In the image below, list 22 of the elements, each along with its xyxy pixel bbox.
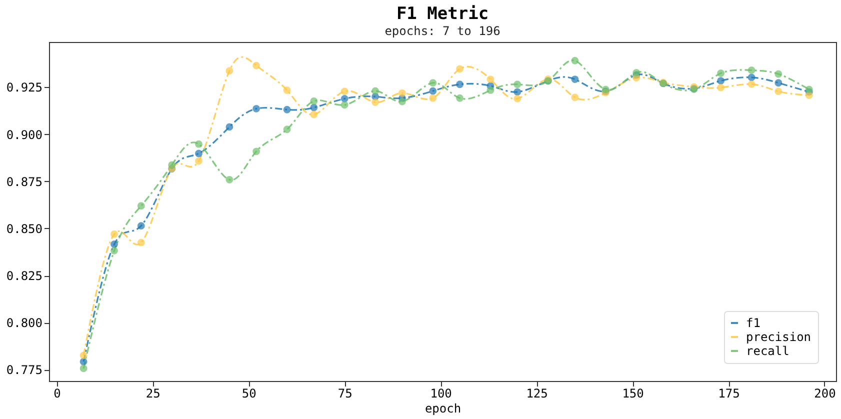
x-tick-label: 175	[718, 386, 740, 400]
y-tick-label: 0.875	[6, 174, 42, 189]
x-tick-label: 50	[242, 386, 256, 400]
legend-label: f1	[746, 316, 760, 330]
chart-subtitle: epochs: 7 to 196	[384, 24, 500, 38]
chart-title: F1 Metric	[396, 4, 489, 24]
y-tick-label: 0.850	[6, 222, 42, 236]
x-tick-label: 200	[814, 386, 836, 400]
legend-label: recall	[746, 344, 790, 358]
x-axis-title: epoch	[424, 402, 462, 416]
legend-label: precision	[746, 330, 812, 344]
x-tick-label: 150	[622, 386, 644, 400]
y-tick-label: 0.925	[6, 80, 42, 95]
y-tick-label: 0.900	[6, 128, 42, 142]
y-tick-label: 0.775	[6, 363, 42, 378]
y-tick-label: 0.825	[6, 269, 42, 284]
x-tick-label: 75	[338, 386, 352, 400]
x-tick-label: 25	[146, 386, 160, 400]
x-tick-label: 0	[54, 386, 61, 400]
y-tick-label: 0.800	[6, 316, 42, 330]
x-tick-label: 100	[430, 386, 452, 400]
x-tick-label: 125	[526, 386, 548, 400]
